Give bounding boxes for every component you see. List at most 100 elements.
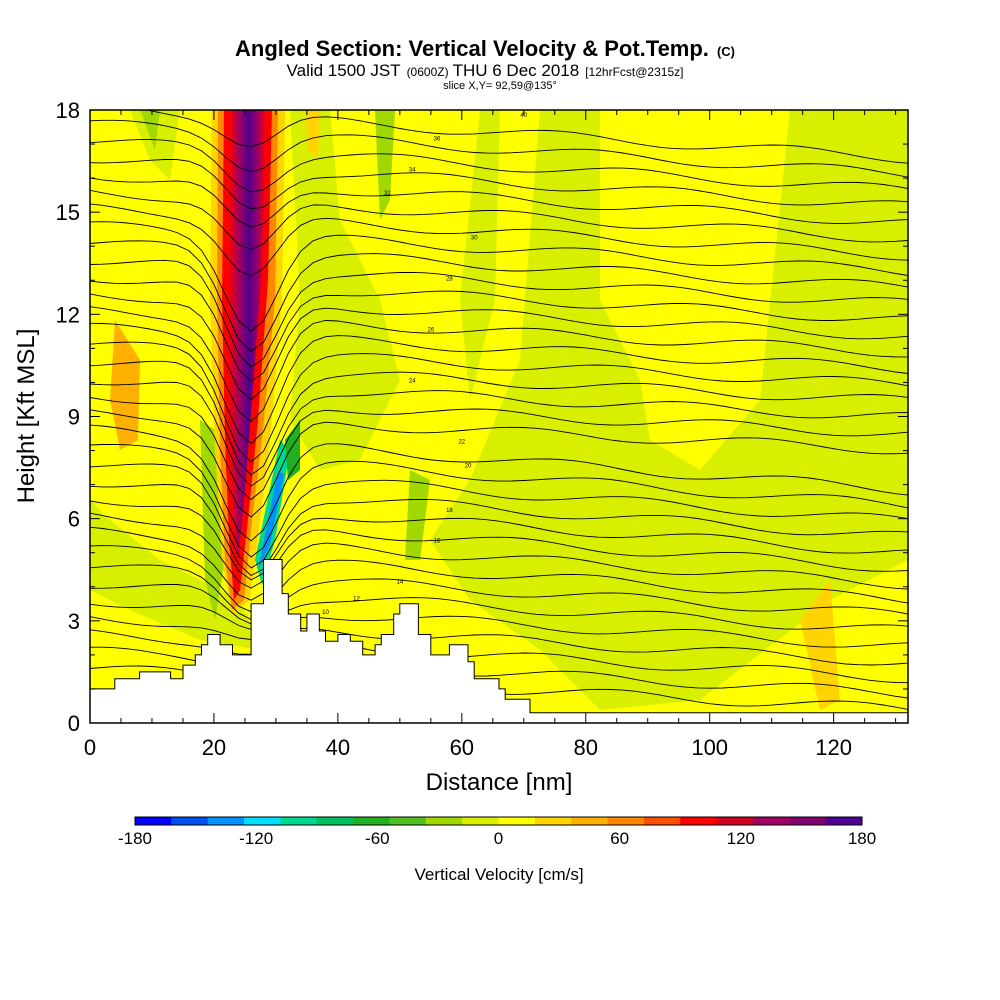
colorbar-swatch xyxy=(425,817,463,825)
contour-label: 26 xyxy=(427,327,434,333)
theta-contour xyxy=(90,545,908,613)
colorbar-swatch xyxy=(207,817,245,825)
theta-contour xyxy=(90,512,908,589)
green-west-low xyxy=(200,420,225,620)
orange-top-center xyxy=(305,110,320,160)
y-tick-label: 18 xyxy=(56,98,80,123)
contour-label: 18 xyxy=(446,508,453,514)
colorbar-swatch xyxy=(353,817,390,825)
y-tick-label: 0 xyxy=(68,711,80,736)
colorbar-swatch xyxy=(716,817,754,825)
orange-east-low xyxy=(800,580,840,710)
theta-contour xyxy=(90,259,908,368)
colorbar-swatch xyxy=(244,817,281,825)
colorbar-swatch xyxy=(316,817,354,825)
contour-label: 20 xyxy=(465,464,472,470)
contour-label: 10 xyxy=(322,610,329,616)
colorbar-swatch xyxy=(789,817,827,825)
y-tick-label: 3 xyxy=(68,609,80,634)
contour-label: 12 xyxy=(353,596,360,602)
contour-label: 36 xyxy=(434,137,441,143)
theta-contour xyxy=(90,360,908,476)
theta-contour xyxy=(90,203,908,277)
plot-area: 40 36 34 32 30 28 26 24 22 20 18 16 14 12 10 xyxy=(90,110,908,723)
terrain xyxy=(90,559,908,723)
colorbar-swatch xyxy=(462,817,499,825)
weak-sink-east-2 xyxy=(460,110,500,400)
theta-contour xyxy=(90,616,908,666)
colorbar-tick-label: 0 xyxy=(494,829,503,848)
theta-contour xyxy=(90,159,908,210)
y-axis-label: Height [Kft MSL] xyxy=(13,329,40,504)
colorbar-swatch xyxy=(680,817,718,825)
theta-contour xyxy=(90,280,908,383)
theta-contour xyxy=(90,139,908,193)
colorbar-swatch xyxy=(498,817,536,825)
colorbar-frame xyxy=(134,816,863,826)
colorbar-tick-label: 120 xyxy=(727,829,755,848)
contour-label: 24 xyxy=(409,378,416,384)
contour-label: 22 xyxy=(458,440,465,446)
theta-contour xyxy=(90,526,908,601)
y-tick-label: 6 xyxy=(68,507,80,532)
colorbar-swatch xyxy=(389,817,427,825)
x-tick-label: 60 xyxy=(450,735,474,760)
theta-contour xyxy=(90,177,908,228)
colorbar-tick-label: -120 xyxy=(239,829,273,848)
slice-label: slice X,Y= 92,59@135° xyxy=(443,80,557,92)
theta-contour xyxy=(90,603,908,648)
colorbar-tick-label: -60 xyxy=(365,829,390,848)
theta-contour xyxy=(90,322,908,445)
x-tick-label: 100 xyxy=(691,735,728,760)
contour-label: 14 xyxy=(397,579,404,585)
chart-subtitle: Valid 1500 JST (0600Z) THU 6 Dec 2018 [12hr… xyxy=(287,61,684,80)
contour-label: 32 xyxy=(384,191,391,197)
theta-contour xyxy=(90,306,908,422)
x-tick-label: 80 xyxy=(574,735,598,760)
colorbar: -180 -120 -60 0 60 120 180 xyxy=(118,816,876,848)
theta-contour xyxy=(144,110,908,164)
contour-label: 34 xyxy=(409,167,416,173)
theta-contour xyxy=(90,240,908,352)
colorbar-label: Vertical Velocity [cm/s] xyxy=(414,865,583,884)
colorbar-swatch xyxy=(135,817,172,825)
weak-sink-east xyxy=(430,110,908,710)
x-tick-label: 40 xyxy=(326,735,350,760)
theta-contour xyxy=(90,189,908,251)
colorbar-swatch xyxy=(534,817,572,825)
weak-sink-low xyxy=(90,500,260,650)
chart-title: Angled Section: Vertical Velocity & Pot.… xyxy=(235,36,735,61)
theta-contour xyxy=(90,119,908,178)
colorbar-tick-label: 60 xyxy=(610,829,629,848)
colorbar-swatch xyxy=(825,817,863,825)
colorbar-tick-label: -180 xyxy=(118,829,152,848)
weak-sink-mid xyxy=(290,110,400,470)
theta-contours xyxy=(90,110,908,710)
colorbar-swatch xyxy=(607,817,645,825)
colorbar-swatch xyxy=(171,817,209,825)
x-tick-label: 20 xyxy=(202,735,226,760)
y-tick-label: 12 xyxy=(56,302,80,327)
colorbar-swatch xyxy=(643,817,681,825)
x-tick-label: 120 xyxy=(815,735,852,760)
contour-label: 40 xyxy=(520,113,527,119)
theta-contour xyxy=(90,564,908,620)
x-axis-label: Distance [nm] xyxy=(426,769,573,796)
theta-contour xyxy=(90,293,908,401)
theta-contour xyxy=(90,424,908,542)
contour-label: 28 xyxy=(446,276,453,282)
colorbar-swatch xyxy=(280,817,318,825)
contour-label: 30 xyxy=(471,235,478,241)
green-east-slope xyxy=(405,470,430,560)
theta-contour xyxy=(90,221,908,332)
theta-contour xyxy=(90,584,908,630)
theta-contour xyxy=(90,409,908,518)
contour-label: 16 xyxy=(434,539,441,545)
theta-contour xyxy=(90,381,908,487)
theta-contour xyxy=(90,500,908,581)
theta-contour xyxy=(90,443,908,558)
y-tick-label: 15 xyxy=(56,200,80,225)
theta-contour xyxy=(90,397,908,501)
